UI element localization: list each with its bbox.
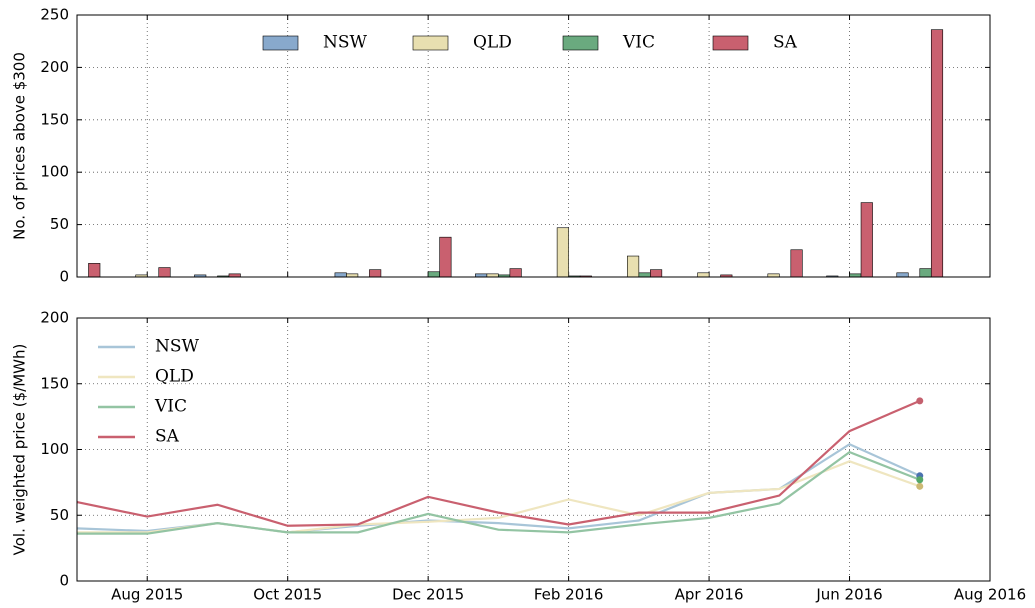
bar [509,268,522,278]
y-tick-label: 150 [40,110,69,128]
y-tick-label: 150 [40,374,69,392]
legend-swatch [712,35,749,51]
y-tick-label: 0 [59,268,69,286]
x-tick-label: Feb 2016 [534,586,604,604]
bar [369,269,382,278]
y-tick-label: 0 [59,572,69,590]
x-tick-label: Dec 2015 [392,586,464,604]
legend-label: VIC [154,397,187,417]
axes-frame [76,14,991,278]
legend-label: NSW [155,337,200,357]
bar [427,271,440,278]
legend-label: VIC [622,33,655,53]
legend-label: QLD [473,33,512,53]
bar [860,202,873,278]
x-tick-label: Apr 2016 [675,586,744,604]
y-axis-label: No. of prices above $300 [11,52,29,240]
bar [919,268,932,278]
y-tick-label: 200 [40,309,69,327]
end-marker [916,397,924,405]
legend-label: QLD [155,367,194,387]
x-tick-label: Jun 2016 [815,586,882,604]
legend-label: SA [155,427,180,447]
line [76,442,921,534]
y-tick-label: 50 [50,215,69,233]
legend-swatch [562,35,599,51]
bar [790,249,803,278]
y-axis-label: Vol. weighted price ($/MWh) [11,344,29,556]
y-tick-label: 250 [40,6,69,24]
bar [556,227,569,278]
bar [334,272,347,278]
x-tick-label: Aug 2016 [954,586,1026,604]
axes-frame [76,317,991,582]
y-tick-label: 100 [40,163,69,181]
bar [88,263,101,278]
bar [158,267,171,278]
legend-swatch [262,35,299,51]
end-marker [916,482,924,490]
y-tick-label: 50 [50,506,69,524]
end-marker [916,476,924,484]
line [77,450,921,535]
y-tick-label: 100 [40,440,69,458]
x-tick-label: Oct 2015 [253,586,322,604]
bar [627,255,640,278]
bar [697,272,710,278]
legend-label: NSW [323,33,368,53]
bar [638,272,651,278]
bar [650,269,663,278]
legend-swatch [412,35,449,51]
bar [896,272,909,278]
line [76,399,921,527]
y-tick-label: 200 [40,58,69,76]
legend-label: SA [773,33,798,53]
bar [930,29,944,278]
x-tick-label: Aug 2015 [111,586,183,604]
line [77,460,921,534]
bar [439,236,452,278]
